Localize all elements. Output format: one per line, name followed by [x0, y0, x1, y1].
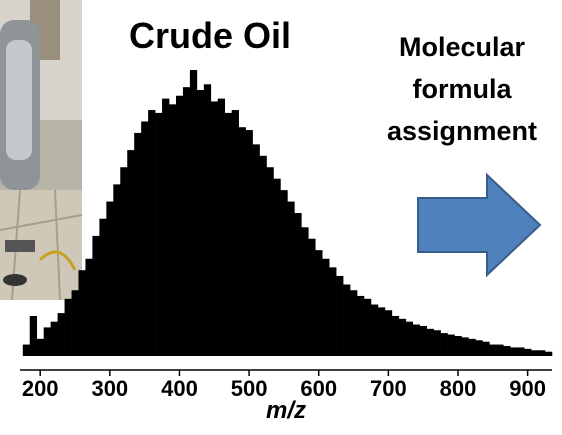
peak	[169, 104, 176, 356]
peak	[204, 84, 211, 356]
figure: Crude Oil Molecular formula assignment m…	[0, 0, 562, 430]
x-axis-label: m/z	[266, 397, 306, 424]
peak	[308, 239, 315, 356]
peak	[280, 190, 287, 356]
x-tick-label: 700	[370, 376, 407, 401]
peak	[113, 184, 120, 356]
peak	[176, 96, 183, 356]
peak	[510, 347, 517, 356]
peak	[357, 296, 364, 356]
peak	[399, 319, 406, 356]
annotation-line: formula	[412, 74, 512, 104]
peak	[148, 110, 155, 356]
peak	[503, 346, 510, 356]
peak	[65, 299, 72, 356]
peak	[273, 179, 280, 356]
peak	[371, 305, 378, 356]
chart-title: Crude Oil	[129, 15, 291, 56]
peak	[496, 345, 503, 356]
peak	[427, 329, 434, 356]
peak	[468, 339, 475, 356]
peak	[197, 90, 204, 356]
peak	[218, 99, 225, 356]
peak	[162, 99, 169, 356]
peak	[37, 339, 44, 356]
peak	[51, 322, 58, 356]
peak	[287, 202, 294, 356]
x-tick-label: 800	[440, 376, 477, 401]
peak	[545, 352, 552, 356]
arrow	[418, 175, 540, 275]
peak	[420, 326, 427, 356]
x-tick-label: 900	[509, 376, 546, 401]
peak	[322, 259, 329, 356]
peak	[482, 342, 489, 356]
peak	[531, 350, 538, 356]
peak	[106, 202, 113, 356]
peak	[267, 167, 274, 356]
peak	[239, 127, 246, 356]
peak	[85, 259, 92, 356]
peak	[134, 133, 141, 356]
annotation-line: Molecular	[399, 32, 526, 62]
peak	[225, 113, 232, 356]
x-tick-label: 300	[91, 376, 128, 401]
peak	[441, 333, 448, 356]
peak	[260, 156, 267, 356]
peak	[315, 250, 322, 356]
peak	[99, 219, 106, 356]
peak	[141, 121, 148, 356]
peak	[155, 113, 162, 356]
peak	[538, 350, 545, 356]
peak	[336, 276, 343, 356]
page: {"chart_data": {"type": "spectrum", "tit…	[0, 0, 562, 430]
peak	[413, 325, 420, 356]
x-tick-label: 400	[161, 376, 198, 401]
peak	[475, 340, 482, 356]
peak	[246, 130, 253, 356]
peak	[392, 316, 399, 356]
annotation-line: assignment	[387, 116, 537, 146]
lab-photo	[0, 0, 82, 300]
peak	[406, 322, 413, 356]
peak	[524, 349, 531, 356]
peak	[92, 236, 99, 356]
peak	[301, 227, 308, 356]
peak	[455, 336, 462, 356]
peak	[183, 87, 190, 356]
x-tick-label: 200	[22, 376, 59, 401]
peak	[44, 327, 51, 356]
peak	[127, 150, 134, 356]
peak	[343, 285, 350, 357]
peak	[58, 313, 65, 356]
peak	[232, 110, 239, 356]
peak	[253, 144, 260, 356]
peak	[30, 316, 37, 356]
peak	[78, 270, 85, 356]
peak	[385, 310, 392, 356]
peak	[120, 167, 127, 356]
peak	[23, 345, 30, 356]
peak	[211, 101, 218, 356]
peak	[517, 347, 524, 356]
peak	[461, 337, 468, 356]
peak	[294, 213, 301, 356]
peak	[448, 335, 455, 356]
peak	[350, 290, 357, 356]
peak	[378, 307, 385, 356]
x-tick-label: 600	[300, 376, 337, 401]
peak	[364, 299, 371, 356]
peak	[329, 267, 336, 356]
peak	[434, 330, 441, 356]
peak	[489, 345, 496, 356]
peak	[72, 290, 79, 356]
peak	[190, 70, 197, 356]
x-tick-label: 500	[231, 376, 268, 401]
